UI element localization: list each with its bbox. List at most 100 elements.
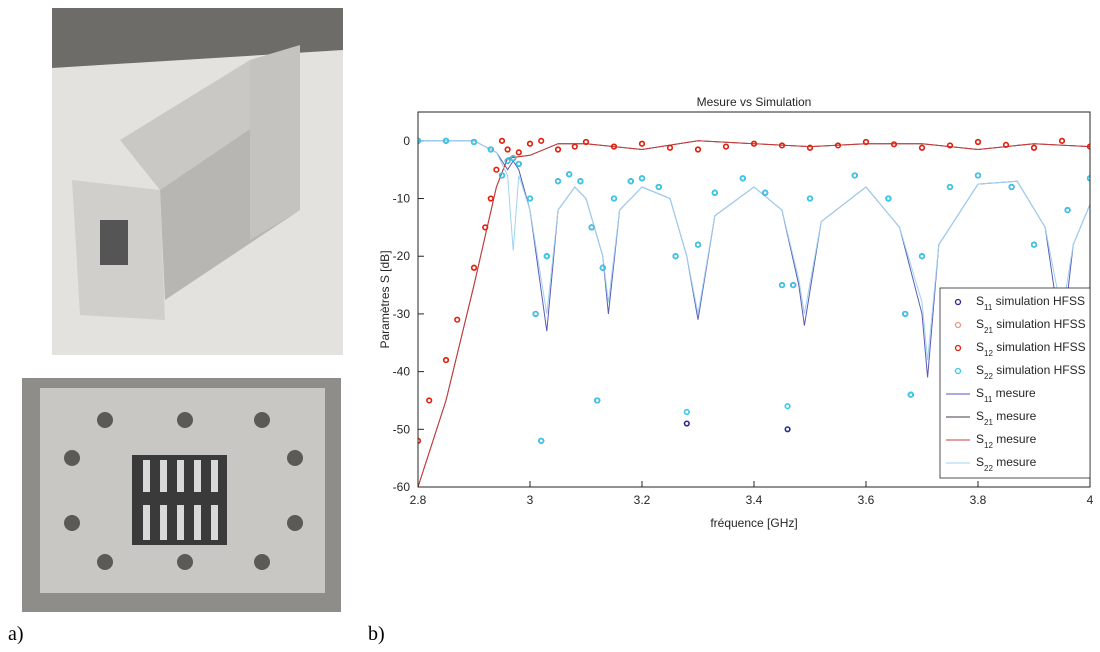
series-marker — [694, 146, 702, 153]
legend-label: S11 simulation HFSS — [976, 294, 1085, 312]
series-marker — [454, 316, 461, 323]
series-marker — [1030, 241, 1038, 248]
legend-marker — [954, 321, 962, 329]
y-axis-label: Paramètres S [dB] — [378, 250, 392, 348]
series-marker — [683, 408, 690, 416]
series-marker — [515, 160, 522, 168]
series-marker — [1002, 141, 1010, 148]
legend-label: S22 simulation HFSS — [976, 363, 1086, 381]
series-marker — [1008, 183, 1015, 191]
series-marker — [946, 142, 954, 149]
series-marker — [806, 195, 814, 202]
series-marker — [470, 264, 478, 271]
series-marker — [885, 195, 892, 202]
series-marker — [834, 142, 842, 149]
series-marker — [890, 141, 898, 148]
y-tick-label: -10 — [393, 192, 411, 206]
series-marker — [504, 157, 511, 165]
legend-label: S21 mesure — [976, 409, 1037, 427]
x-tick-label: 3.2 — [634, 493, 651, 507]
series-marker — [577, 178, 584, 185]
series-marker — [750, 140, 758, 147]
series-marker — [672, 253, 679, 260]
series-marker — [784, 426, 791, 433]
legend-label: S21 simulation HFSS — [976, 317, 1086, 335]
series-marker — [627, 178, 634, 185]
series-marker — [470, 138, 478, 146]
x-tick-label: 2.8 — [410, 493, 427, 507]
x-axis-label: fréquence [GHz] — [710, 516, 797, 530]
series-line — [418, 140, 1090, 361]
chart-title: Mesure vs Simulation — [697, 95, 812, 109]
series-marker — [778, 281, 786, 289]
series-marker — [1030, 144, 1038, 151]
legend-box — [939, 287, 1091, 479]
series-marker — [554, 178, 562, 185]
series-marker — [778, 142, 786, 149]
y-tick-label: -30 — [393, 307, 411, 321]
panel-label: a) — [8, 623, 24, 645]
series-marker — [610, 195, 618, 202]
series-marker — [538, 137, 545, 144]
series-marker — [594, 397, 601, 404]
series-marker — [526, 140, 534, 147]
photo-flange — [22, 378, 341, 612]
series-marker — [487, 146, 494, 153]
legend-label: S12 simulation HFSS — [976, 340, 1086, 358]
y-tick-label: -60 — [393, 480, 411, 494]
series-marker — [711, 189, 718, 196]
x-tick-label: 3.8 — [970, 493, 987, 507]
y-tick-label: -40 — [393, 365, 411, 379]
legend-marker — [954, 298, 962, 306]
x-tick-label: 3.6 — [858, 493, 875, 507]
series-marker — [571, 143, 578, 150]
series-marker — [582, 138, 590, 146]
legend-marker — [954, 367, 962, 375]
series-marker — [974, 172, 982, 179]
photo-waveguide — [52, 8, 343, 355]
series-marker — [722, 143, 730, 150]
panel-label: b) — [368, 623, 385, 645]
y-tick-label: -50 — [393, 422, 411, 436]
series-marker — [694, 241, 702, 248]
x-tick-label: 3.4 — [746, 493, 763, 507]
series-marker — [493, 166, 500, 173]
series-marker — [851, 172, 858, 179]
legend-label: S22 mesure — [976, 455, 1037, 473]
series-marker — [790, 281, 797, 289]
series-marker — [515, 149, 522, 156]
legend-label: S11 mesure — [976, 386, 1036, 404]
series-marker — [918, 144, 926, 151]
plot — [418, 137, 1090, 487]
series-marker — [510, 155, 517, 162]
x-tick-label: 3 — [527, 493, 534, 507]
chart: Mesure vs Simulation fréquence [GHz] Param… — [378, 95, 1094, 530]
series-marker — [683, 420, 690, 427]
series-marker — [762, 189, 769, 196]
series-marker — [442, 356, 450, 364]
series-marker — [655, 183, 662, 191]
series-marker — [946, 183, 954, 191]
series-marker — [487, 195, 494, 202]
series-marker — [498, 172, 506, 179]
series-line — [418, 140, 1090, 487]
series-marker — [902, 310, 909, 318]
series-marker — [638, 140, 646, 147]
series-marker — [482, 224, 489, 231]
series-marker — [918, 253, 926, 260]
series-marker — [538, 437, 545, 444]
series-marker — [566, 171, 573, 178]
legend-marker — [954, 344, 962, 352]
series-marker — [543, 253, 550, 260]
series-marker — [442, 137, 450, 144]
x-tick-label: 4 — [1087, 493, 1094, 507]
series-marker — [974, 138, 982, 146]
series-marker — [588, 224, 595, 231]
y-tick-label: -20 — [393, 249, 411, 263]
series-marker — [806, 144, 814, 151]
series-marker — [504, 146, 511, 153]
series-marker — [862, 138, 870, 146]
series-marker — [610, 143, 618, 150]
legend-label: S12 mesure — [976, 432, 1037, 450]
